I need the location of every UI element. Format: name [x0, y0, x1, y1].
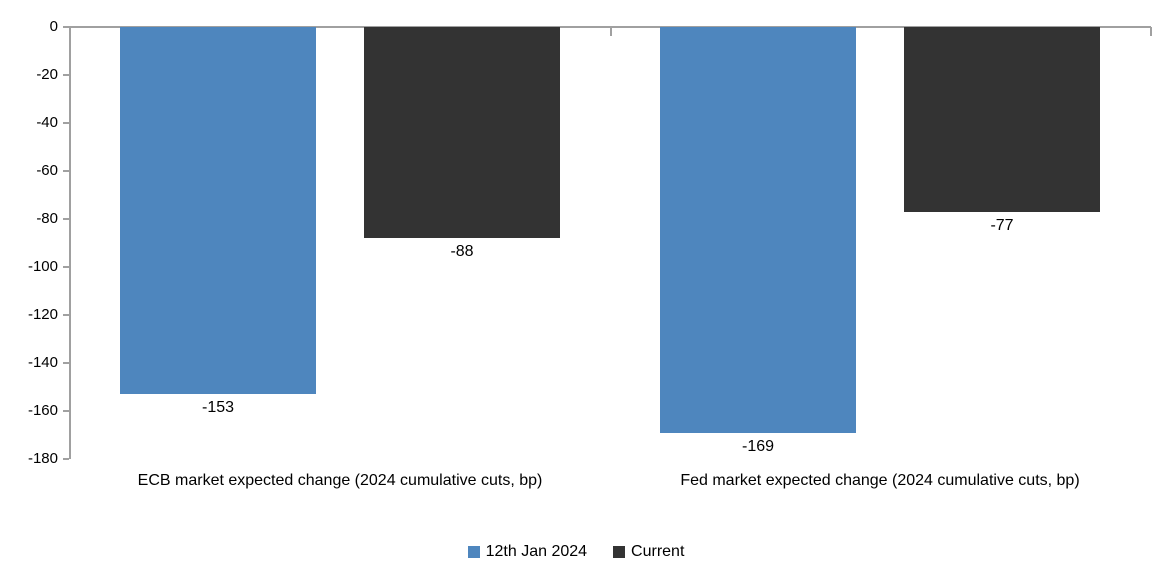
- bar-data-label: -169: [741, 437, 775, 455]
- bar-12th-jan-2024: [120, 27, 316, 395]
- legend-swatch: [613, 546, 626, 558]
- y-tick-label: -80: [36, 210, 58, 227]
- legend-label: 12th Jan 2024: [485, 543, 588, 560]
- bar-data-label: -88: [450, 243, 474, 261]
- y-tick-mark: [63, 26, 69, 28]
- bar-data-label: -77: [990, 216, 1014, 234]
- category-boundary-tick: [1150, 27, 1152, 36]
- y-tick-mark: [63, 122, 69, 124]
- y-tick-mark: [63, 74, 69, 76]
- bar-current: [364, 27, 560, 239]
- y-tick-mark: [63, 266, 69, 268]
- plot-area: 0 -20 -40 -60 -80 -100 -120 -140 -160 -180 -153 -8…: [27, 18, 1152, 489]
- y-tick-mark: [63, 410, 69, 412]
- y-tick-label: -180: [27, 450, 58, 467]
- y-tick-mark: [63, 362, 69, 364]
- legend-item-12th-jan-2024: 12th Jan 2024: [467, 543, 588, 560]
- legend-swatch: [467, 546, 480, 558]
- legend: 12th Jan 2024 Current: [0, 540, 1152, 564]
- y-tick-label: -100: [27, 258, 58, 275]
- y-tick-label: -160: [27, 402, 58, 419]
- y-tick-label: -40: [36, 114, 58, 131]
- category-boundary-tick: [610, 27, 612, 36]
- y-tick-label: -140: [27, 354, 58, 371]
- legend-item-current: Current: [613, 544, 684, 560]
- bar-current: [904, 27, 1100, 212]
- y-tick-label: -20: [36, 66, 58, 83]
- y-tick-mark: [63, 218, 69, 220]
- y-tick-label: -120: [27, 306, 58, 323]
- bar-12th-jan-2024: [660, 27, 856, 433]
- y-axis-line: [69, 27, 71, 459]
- y-tick-mark: [63, 458, 69, 460]
- y-tick-label: -60: [36, 162, 58, 179]
- category-label: ECB market expected change (2024 cumulat…: [137, 472, 543, 489]
- legend-label: Current: [631, 543, 685, 560]
- y-tick-label: 0: [49, 18, 58, 35]
- bar-data-label: -153: [201, 399, 235, 417]
- category-label: Fed market expected change (2024 cumulat…: [680, 472, 1080, 489]
- y-tick-mark: [63, 170, 69, 172]
- y-tick-mark: [63, 314, 69, 316]
